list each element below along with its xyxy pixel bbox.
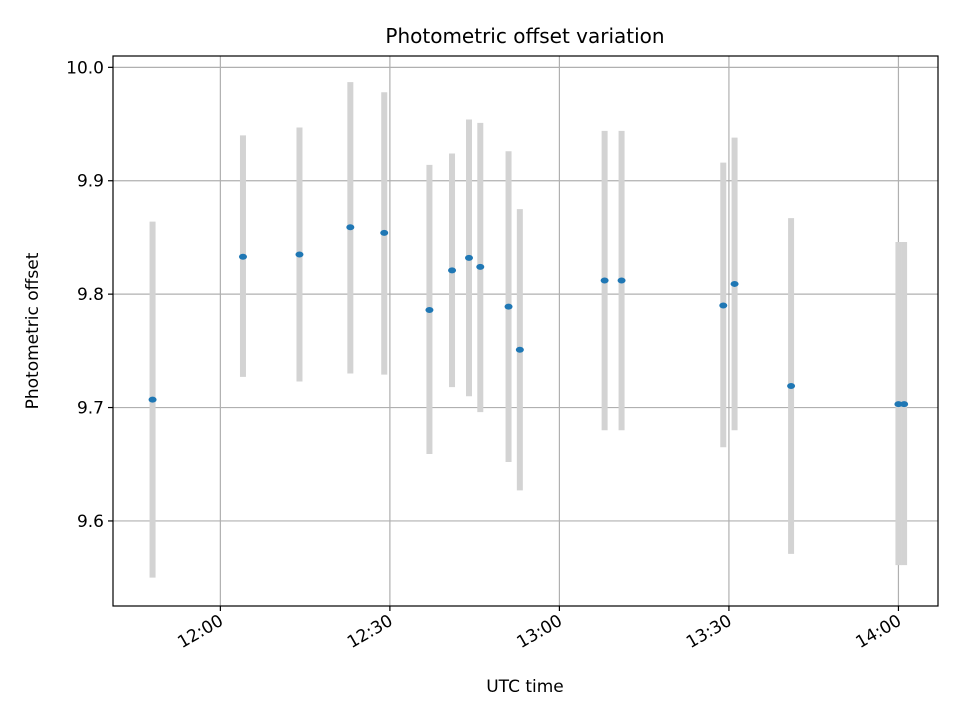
- data-point: [148, 396, 157, 403]
- data-point: [617, 277, 626, 284]
- data-point: [425, 307, 434, 314]
- y-tick-label: 9.9: [77, 172, 104, 192]
- data-point: [448, 267, 457, 274]
- data-point: [600, 277, 609, 284]
- data-point: [464, 254, 473, 261]
- point-layer: [148, 224, 909, 408]
- plot-frame: [112, 55, 939, 607]
- data-point: [900, 401, 909, 408]
- y-tick-label: 9.6: [77, 512, 104, 532]
- data-point: [476, 263, 485, 270]
- y-tick-label: 9.8: [77, 285, 104, 305]
- data-point: [295, 251, 304, 258]
- data-point: [504, 303, 513, 310]
- data-point: [515, 346, 524, 353]
- data-point: [787, 383, 796, 389]
- y-tick-label: 10.0: [66, 58, 104, 78]
- chart-title: Photometric offset variation: [385, 24, 664, 48]
- y-axis-label: Photometric offset: [23, 252, 43, 409]
- data-point: [730, 280, 739, 287]
- data-point: [719, 302, 728, 309]
- y-tick-label: 9.7: [77, 399, 104, 419]
- data-point: [346, 224, 355, 231]
- grid-layer: [113, 56, 938, 606]
- data-point: [380, 229, 389, 236]
- x-axis-label: UTC time: [486, 677, 564, 697]
- data-point: [238, 253, 247, 260]
- data-point: [894, 401, 903, 408]
